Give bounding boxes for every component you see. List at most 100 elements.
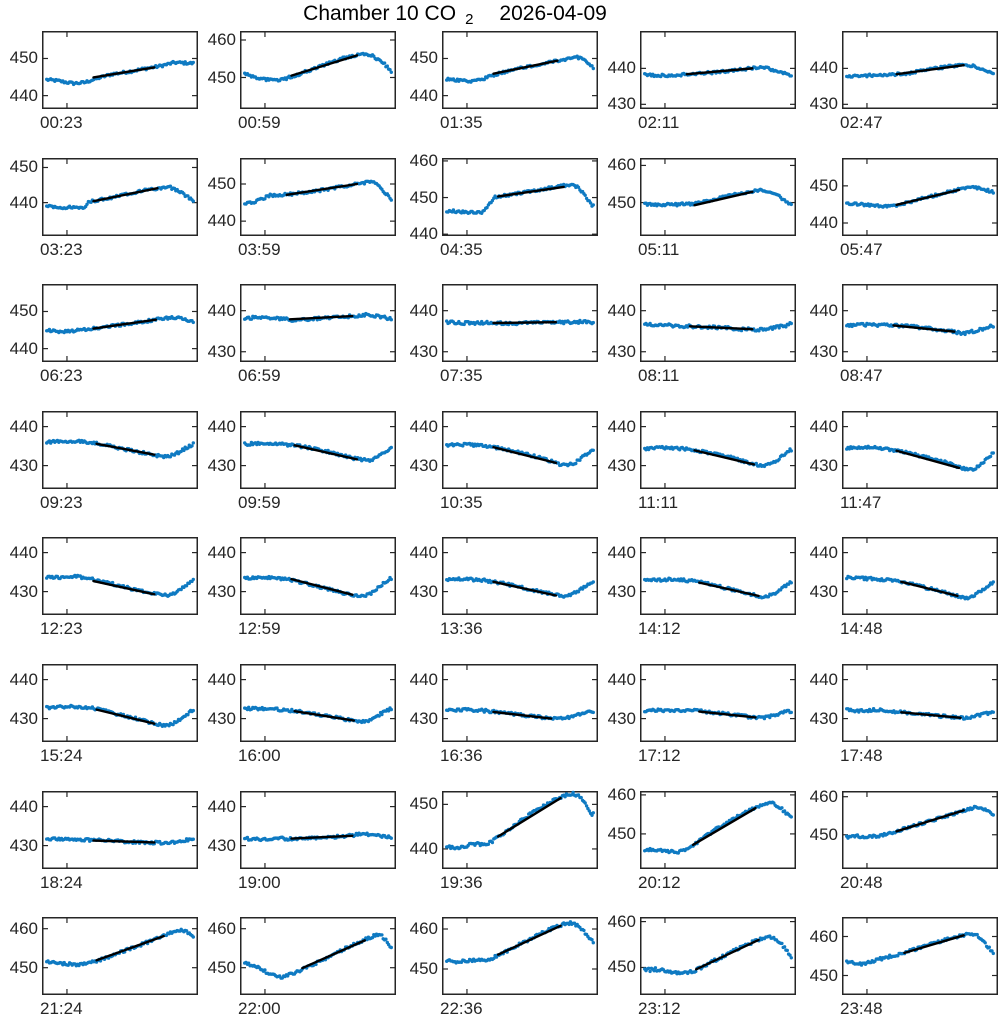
- y-tick-label: 440: [607, 301, 636, 320]
- plot-canvas: [42, 537, 198, 615]
- y-tick-label: 430: [207, 342, 236, 361]
- time-label: 07:35: [440, 366, 483, 385]
- y-tick-label: 450: [207, 68, 236, 87]
- fit-line: [293, 444, 359, 461]
- time-label: 11:11: [638, 493, 679, 512]
- fit-line: [688, 325, 754, 331]
- plot-canvas: [842, 791, 998, 869]
- subplot-0811: 440 430 08:11: [608, 284, 796, 385]
- time-label: 14:48: [840, 619, 883, 638]
- y-tick-label: 440: [809, 213, 838, 232]
- time-label: 17:48: [840, 746, 883, 765]
- y-tick-label: 430: [409, 709, 438, 728]
- y-tick-label: 450: [809, 825, 838, 844]
- y-tick-label: 440: [207, 543, 236, 562]
- y-tick-label: 440: [809, 417, 838, 436]
- subplot-1936: 450 440 19:36: [410, 790, 598, 892]
- plot-canvas: [42, 284, 198, 362]
- fit-line: [892, 324, 956, 333]
- data-series: [45, 927, 195, 968]
- y-tick-label: 430: [809, 456, 838, 475]
- plot-frame: [240, 791, 396, 869]
- y-tick-label: 430: [607, 709, 636, 728]
- y-tick-label: 450: [809, 966, 838, 985]
- plot-frame: [240, 917, 396, 995]
- plot-frame: [442, 917, 598, 995]
- time-label: 09:59: [238, 493, 281, 512]
- plot-frame: [640, 917, 796, 995]
- y-tick-label: 450: [409, 959, 438, 978]
- fit-line: [95, 934, 165, 962]
- y-tick-label: 450: [9, 958, 38, 977]
- plot-frame: [42, 537, 198, 615]
- plot-frame: [842, 917, 998, 995]
- fit-line: [288, 314, 354, 321]
- y-tick-label: 460: [607, 785, 636, 804]
- data-series: [643, 934, 793, 976]
- plot-canvas: [842, 284, 998, 362]
- y-tick-label: 440: [409, 301, 438, 320]
- plot-frame: [42, 791, 198, 869]
- subplot-0247: 440 430 02:47: [810, 31, 998, 132]
- data-series: [643, 187, 793, 208]
- subplot-0435: 460 450 440 04:35: [410, 152, 598, 259]
- time-label: 05:11: [638, 240, 680, 259]
- time-label: 20:48: [840, 873, 883, 892]
- time-label: 20:12: [638, 873, 681, 892]
- y-tick-label: 450: [9, 301, 38, 320]
- time-label: 12:23: [40, 619, 83, 638]
- y-tick-label: 440: [9, 193, 38, 212]
- y-tick-label: 440: [9, 543, 38, 562]
- y-tick-label: 440: [9, 797, 38, 816]
- y-tick-label: 440: [207, 670, 236, 689]
- subplot-0735: 440 430 07:35: [410, 284, 598, 385]
- fit-line: [694, 938, 760, 971]
- time-label: 03:59: [238, 240, 281, 259]
- time-label: 06:23: [40, 366, 83, 385]
- time-label: 08:11: [638, 366, 680, 385]
- subplot-1524: 440 430 15:24: [10, 664, 198, 765]
- time-label: 23:12: [638, 999, 681, 1018]
- y-tick-label: 460: [409, 151, 438, 170]
- plot-canvas: [240, 284, 396, 362]
- time-label: 12:59: [238, 619, 281, 638]
- fit-line: [301, 939, 367, 970]
- subplot-1600: 440 430 16:00: [208, 664, 396, 765]
- plot-frame: [842, 664, 998, 742]
- data-series: [445, 790, 595, 851]
- plot-frame: [442, 411, 598, 489]
- y-tick-label: 440: [409, 670, 438, 689]
- plot-canvas: [240, 411, 396, 489]
- y-tick-label: 430: [409, 582, 438, 601]
- time-label: 16:00: [238, 746, 281, 765]
- y-tick-label: 430: [607, 456, 636, 475]
- data-series: [243, 440, 393, 463]
- plot-frame: [442, 284, 598, 362]
- subplot-0323: 450 440 03:23: [10, 158, 198, 259]
- plot-canvas: [240, 31, 396, 109]
- y-tick-label: 440: [607, 58, 636, 77]
- plot-frame: [640, 664, 796, 742]
- plot-canvas: [442, 790, 598, 869]
- plot-canvas: [842, 411, 998, 489]
- time-label: 22:00: [238, 999, 281, 1018]
- y-tick-label: 430: [607, 582, 636, 601]
- time-label: 14:12: [638, 619, 681, 638]
- fit-line: [895, 449, 961, 470]
- plot-frame: [640, 158, 796, 236]
- plot-canvas: [442, 917, 598, 995]
- y-tick-label: 460: [207, 919, 236, 938]
- time-label: 00:23: [40, 113, 83, 132]
- fit-line: [92, 579, 156, 596]
- y-tick-label: 440: [409, 543, 438, 562]
- y-tick-label: 430: [207, 709, 236, 728]
- plot-frame: [640, 411, 796, 489]
- fit-line: [496, 796, 562, 838]
- plot-canvas: [442, 284, 598, 362]
- y-tick-label: 450: [409, 794, 438, 813]
- subplot-1111: 440 430 11:11: [608, 411, 796, 512]
- subplot-2124: 460 450 21:24: [10, 917, 198, 1018]
- plot-canvas: [240, 537, 396, 615]
- fit-line: [492, 446, 558, 465]
- subplot-0623: 450 440 06:23: [10, 284, 198, 385]
